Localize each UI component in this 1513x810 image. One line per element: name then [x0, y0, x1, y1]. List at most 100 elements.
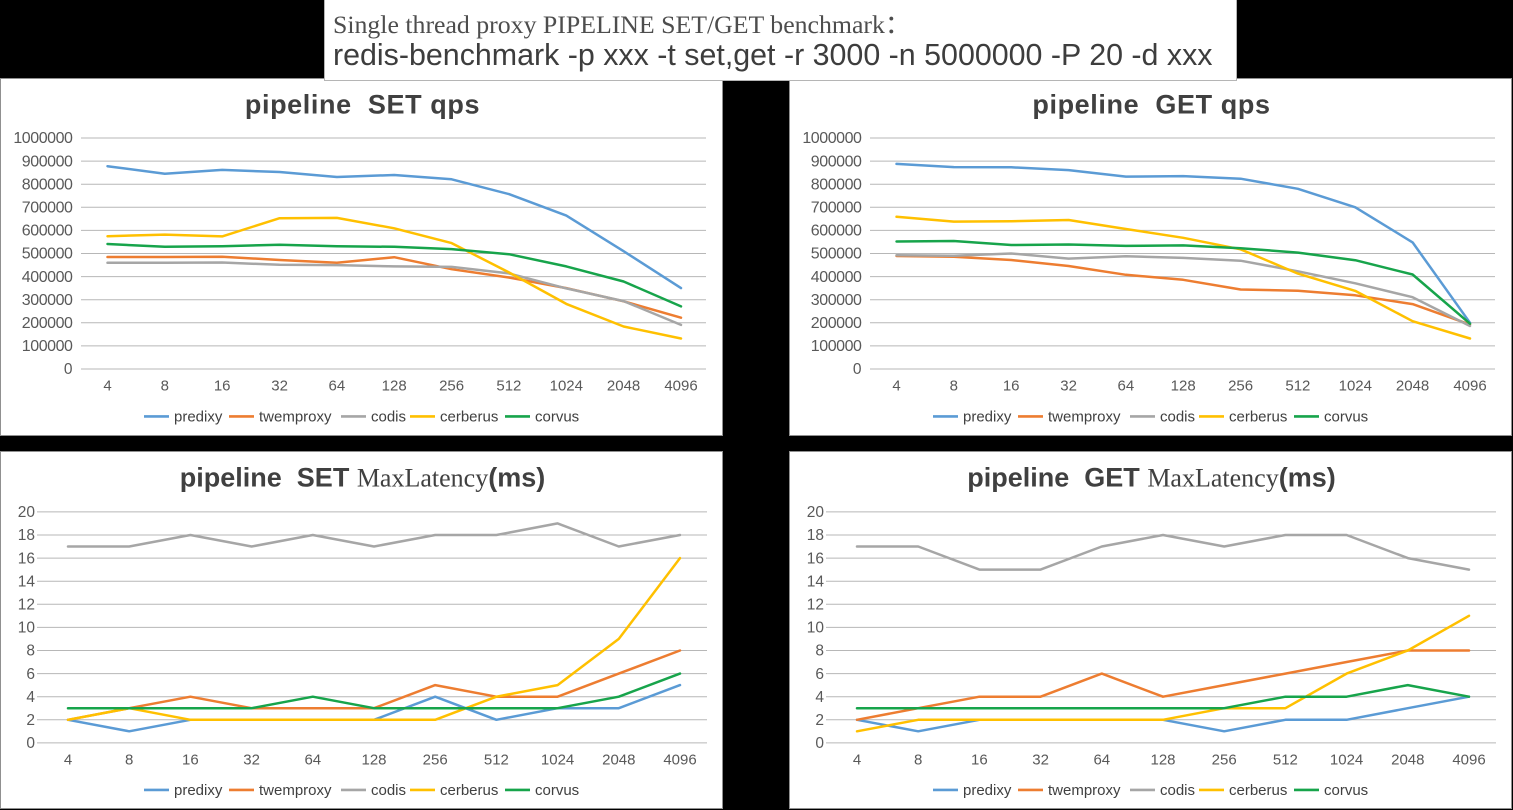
svg-text:512: 512	[1285, 377, 1310, 394]
svg-text:0: 0	[815, 735, 824, 752]
svg-text:predixy: predixy	[174, 782, 223, 799]
svg-text:14: 14	[807, 573, 825, 590]
svg-text:400000: 400000	[22, 269, 73, 286]
svg-text:256: 256	[423, 751, 448, 768]
svg-text:2048: 2048	[1391, 751, 1424, 768]
svg-text:16: 16	[214, 377, 231, 394]
svg-text:700000: 700000	[811, 200, 862, 217]
svg-text:64: 64	[329, 377, 346, 394]
svg-text:16: 16	[1003, 377, 1020, 394]
svg-text:16: 16	[807, 550, 824, 567]
svg-text:600000: 600000	[811, 223, 862, 240]
svg-text:64: 64	[1118, 377, 1135, 394]
svg-text:predixy: predixy	[963, 409, 1012, 426]
svg-text:1024: 1024	[550, 377, 583, 394]
svg-text:codis: codis	[371, 409, 406, 426]
svg-text:corvus: corvus	[1324, 782, 1368, 799]
svg-text:14: 14	[18, 573, 36, 590]
svg-text:4096: 4096	[1453, 377, 1486, 394]
svg-text:200000: 200000	[811, 315, 862, 332]
svg-text:700000: 700000	[22, 200, 73, 217]
svg-text:predixy: predixy	[174, 409, 223, 426]
svg-text:32: 32	[271, 377, 288, 394]
svg-text:twemproxy: twemproxy	[1048, 782, 1121, 799]
svg-text:20: 20	[807, 504, 825, 521]
svg-text:predixy: predixy	[963, 782, 1012, 799]
svg-text:corvus: corvus	[1324, 409, 1368, 426]
svg-text:codis: codis	[1160, 409, 1195, 426]
svg-text:256: 256	[1228, 377, 1253, 394]
svg-text:16: 16	[971, 751, 988, 768]
svg-text:512: 512	[484, 751, 509, 768]
svg-text:800000: 800000	[22, 176, 73, 193]
svg-text:256: 256	[439, 377, 464, 394]
svg-text:128: 128	[382, 377, 407, 394]
svg-text:900000: 900000	[22, 153, 73, 170]
svg-text:0: 0	[853, 361, 862, 378]
svg-text:4: 4	[103, 377, 111, 394]
svg-text:300000: 300000	[811, 292, 862, 309]
svg-text:4096: 4096	[664, 377, 697, 394]
svg-text:400000: 400000	[811, 269, 862, 286]
svg-text:cerberus: cerberus	[1229, 782, 1287, 799]
svg-text:256: 256	[1212, 751, 1237, 768]
svg-text:4: 4	[853, 751, 861, 768]
svg-text:8: 8	[161, 377, 169, 394]
svg-text:512: 512	[496, 377, 521, 394]
svg-text:codis: codis	[1160, 782, 1195, 799]
svg-text:500000: 500000	[22, 246, 73, 263]
svg-text:0: 0	[26, 735, 35, 752]
svg-text:16: 16	[182, 751, 199, 768]
svg-text:900000: 900000	[811, 153, 862, 170]
svg-text:100000: 100000	[22, 338, 73, 355]
svg-text:8: 8	[125, 751, 133, 768]
svg-text:2048: 2048	[1396, 377, 1429, 394]
svg-text:4: 4	[64, 751, 72, 768]
svg-text:32: 32	[243, 751, 260, 768]
svg-text:pipeline SET qps: pipeline SET qps	[245, 90, 480, 120]
svg-text:200000: 200000	[22, 315, 73, 332]
svg-text:16: 16	[18, 550, 35, 567]
svg-text:100000: 100000	[811, 338, 862, 355]
svg-text:64: 64	[304, 751, 321, 768]
svg-text:6: 6	[26, 666, 35, 683]
svg-text:6: 6	[815, 666, 824, 683]
svg-text:500000: 500000	[811, 246, 862, 263]
svg-text:4: 4	[815, 689, 824, 706]
svg-text:18: 18	[18, 527, 35, 544]
svg-text:1024: 1024	[1330, 751, 1363, 768]
svg-text:128: 128	[1171, 377, 1196, 394]
svg-text:pipeline GET qps: pipeline GET qps	[1032, 90, 1270, 120]
svg-text:64: 64	[1093, 751, 1110, 768]
svg-text:8: 8	[815, 643, 824, 660]
svg-text:corvus: corvus	[535, 782, 579, 799]
svg-text:800000: 800000	[811, 176, 862, 193]
svg-text:2048: 2048	[602, 751, 635, 768]
svg-text:2: 2	[26, 712, 35, 729]
svg-text:1000000: 1000000	[13, 130, 73, 147]
svg-text:2: 2	[815, 712, 824, 729]
svg-text:18: 18	[807, 527, 824, 544]
svg-text:cerberus: cerberus	[440, 782, 498, 799]
svg-text:8: 8	[26, 643, 35, 660]
svg-text:codis: codis	[371, 782, 406, 799]
svg-text:32: 32	[1060, 377, 1077, 394]
svg-text:1024: 1024	[541, 751, 574, 768]
svg-text:4096: 4096	[1452, 751, 1485, 768]
svg-text:10: 10	[807, 620, 825, 637]
svg-text:pipeline SET MaxLatency(ms): pipeline SET MaxLatency(ms)	[180, 463, 545, 493]
svg-text:300000: 300000	[22, 292, 73, 309]
svg-text:12: 12	[807, 597, 824, 614]
svg-text:8: 8	[914, 751, 922, 768]
svg-text:corvus: corvus	[535, 409, 579, 426]
svg-text:32: 32	[1032, 751, 1049, 768]
svg-text:10: 10	[18, 620, 36, 637]
svg-text:128: 128	[361, 751, 386, 768]
svg-text:4096: 4096	[663, 751, 696, 768]
svg-text:0: 0	[64, 361, 73, 378]
svg-text:20: 20	[18, 504, 36, 521]
svg-text:8: 8	[950, 377, 958, 394]
svg-text:cerberus: cerberus	[440, 409, 498, 426]
svg-text:twemproxy: twemproxy	[1048, 409, 1121, 426]
svg-text:1024: 1024	[1339, 377, 1372, 394]
